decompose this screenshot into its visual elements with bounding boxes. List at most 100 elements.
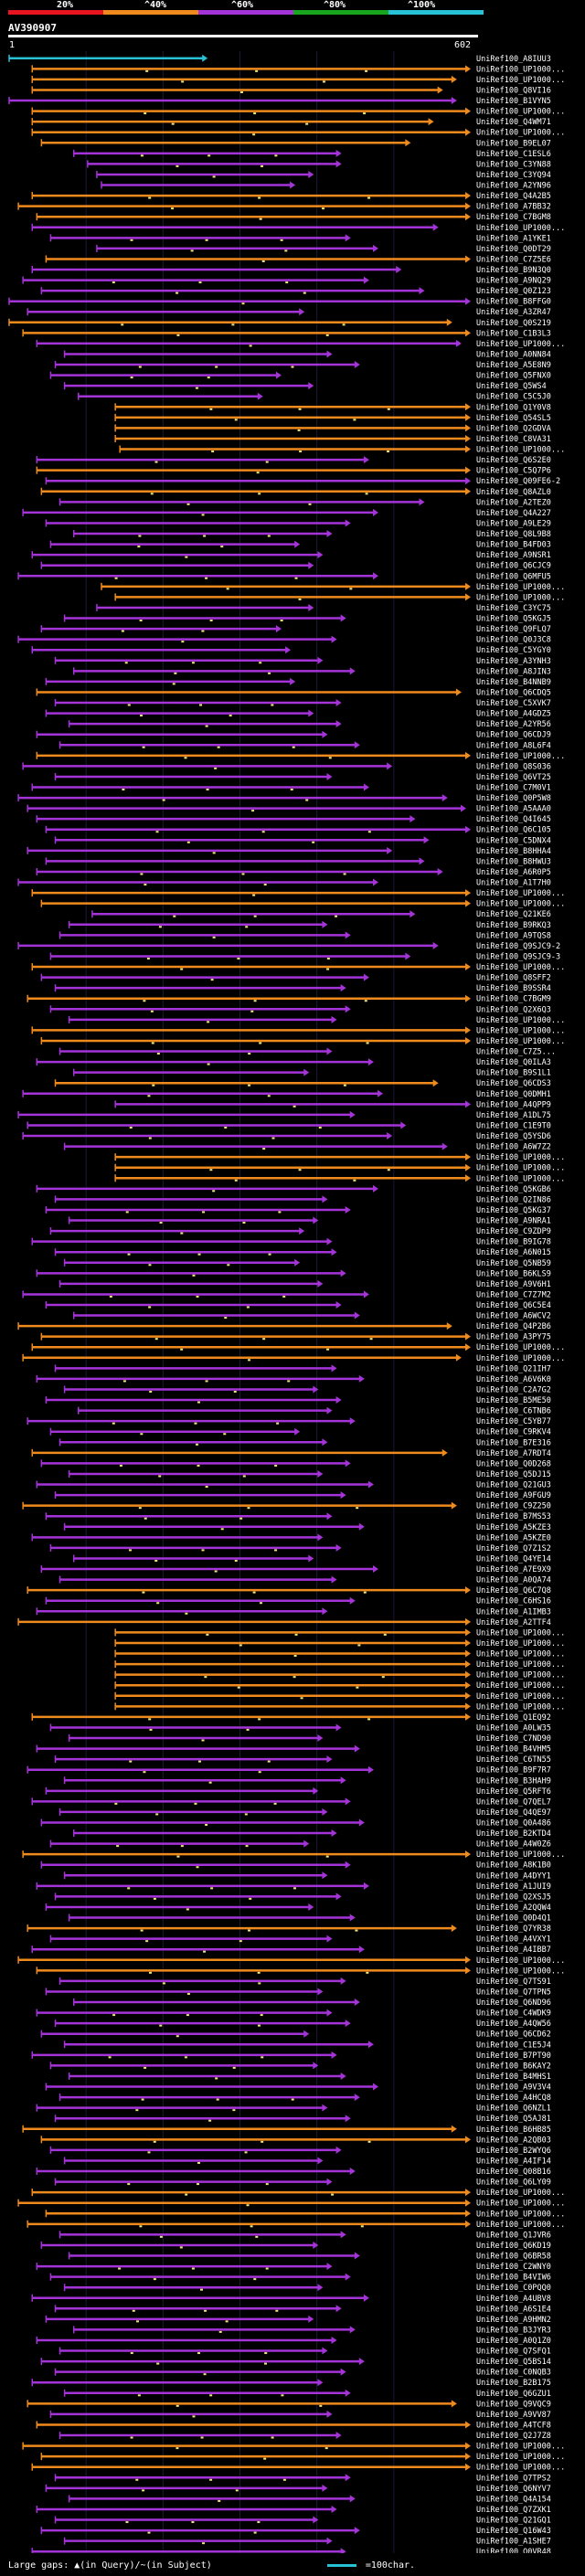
gap-marker — [140, 715, 144, 717]
hit-end-arrow — [465, 1332, 471, 1341]
gap-marker — [293, 1655, 297, 1658]
gap-marker — [116, 1845, 120, 1848]
hit-end-arrow — [363, 1882, 369, 1890]
hit-label: UniRef100_B6KAY2 — [476, 2062, 551, 2071]
hit-end-arrow — [322, 1871, 328, 1880]
gap-marker — [198, 1760, 201, 1763]
gap-marker — [224, 1317, 228, 1320]
hit-label: UniRef100_A6W7Z2 — [476, 1143, 551, 1152]
hit-label: UniRef100_Q9SJC9-2 — [476, 942, 560, 951]
gap-marker — [128, 1549, 132, 1552]
gap-marker — [185, 2193, 188, 2196]
gap-marker — [155, 831, 159, 833]
gap-marker — [259, 662, 262, 664]
hit-label: UniRef100_A9NQ29 — [476, 277, 551, 286]
hit-end-arrow — [465, 1163, 471, 1171]
gap-marker — [142, 2489, 145, 2492]
gap-marker — [173, 915, 176, 917]
gap-marker — [137, 546, 141, 548]
gap-marker — [387, 451, 390, 453]
hit-end-arrow — [465, 1670, 471, 1679]
gap-marker — [176, 2035, 179, 2038]
hit-end-arrow — [335, 699, 342, 707]
hit-label: UniRef100_C5XVK7 — [476, 699, 551, 708]
hit-label: UniRef100_Q5WS4 — [476, 382, 547, 391]
gap-marker — [149, 1390, 153, 1393]
gap-marker — [298, 1169, 302, 1171]
hit-end-arrow — [465, 2442, 471, 2450]
hit-label: UniRef100_B7E316 — [476, 1438, 551, 1447]
gap-marker — [130, 2352, 133, 2355]
hit-label: UniRef100_Q0P5W8 — [476, 794, 551, 803]
gap-marker — [139, 620, 143, 622]
gap-marker — [207, 376, 210, 379]
gap-marker — [292, 746, 295, 748]
hit-end-arrow — [465, 2210, 471, 2218]
hit-label: UniRef100_Q6VT25 — [476, 773, 551, 782]
hit-end-arrow — [405, 139, 411, 147]
hit-end-arrow — [432, 223, 439, 231]
hit-end-arrow — [387, 846, 393, 854]
gap-marker — [325, 1855, 329, 1858]
hit-end-arrow — [358, 2358, 365, 2366]
hit-label: UniRef100_UP1000... — [476, 1671, 565, 1680]
gap-marker — [383, 1633, 387, 1636]
hit-label: UniRef100_Q6ND96 — [476, 1998, 551, 2008]
gap-marker — [109, 1295, 112, 1298]
gap-marker — [252, 133, 256, 136]
gap-marker — [265, 2267, 269, 2270]
gap-marker — [186, 1908, 189, 1911]
hit-end-arrow — [322, 1195, 328, 1203]
hit-label: UniRef100_C7Z5... — [476, 1048, 556, 1057]
hit-label: UniRef100_B3HAH9 — [476, 1776, 551, 1786]
hit-label: UniRef100_C7Z7M2 — [476, 1290, 551, 1299]
hit-end-arrow — [331, 1015, 337, 1023]
hit-end-arrow — [317, 1734, 324, 1743]
hit-label: UniRef100_A2TEZ0 — [476, 498, 551, 507]
gap-marker — [232, 2109, 236, 2112]
hit-end-arrow — [400, 1121, 407, 1129]
hit-end-arrow — [299, 308, 305, 316]
hit-end-arrow — [465, 487, 471, 495]
hit-label: UniRef100_C5YB77 — [476, 1417, 551, 1426]
gap-marker — [125, 1211, 129, 1214]
hit-end-arrow — [465, 963, 471, 971]
hit-label: UniRef100_Q21IH7 — [476, 1364, 551, 1373]
gap-marker — [326, 968, 330, 970]
hit-end-arrow — [290, 181, 296, 189]
hit-label: UniRef100_Q54SL5 — [476, 414, 551, 423]
hit-end-arrow — [317, 2157, 324, 2165]
gap-marker — [280, 239, 283, 241]
gap-marker — [366, 1042, 369, 1044]
hit-label: UniRef100_A4VXY1 — [476, 1935, 551, 1945]
hit-label: UniRef100_B1VYN5 — [476, 97, 551, 106]
gap-marker — [349, 588, 353, 590]
hit-end-arrow — [432, 941, 439, 949]
hit-label: UniRef100_B9F7R7 — [476, 1766, 551, 1776]
hit-end-arrow — [303, 1068, 310, 1076]
gap-marker — [225, 2320, 229, 2323]
gap-marker — [261, 2140, 264, 2143]
hit-end-arrow — [465, 1649, 471, 1658]
gap-marker — [255, 2235, 259, 2238]
hit-label: UniRef100_Q0D4Q1 — [476, 1914, 551, 1924]
hit-label: UniRef100_UP1000... — [476, 1681, 565, 1691]
gap-marker — [156, 1602, 160, 1605]
hit-end-arrow — [349, 1110, 356, 1118]
hit-label: UniRef100_Q7TPS2 — [476, 2474, 551, 2483]
gap-marker — [155, 1813, 159, 1816]
hit-label: UniRef100_B9N3Q0 — [476, 266, 551, 275]
hit-end-arrow — [354, 1744, 360, 1753]
hit-label: UniRef100_UP1000... — [476, 65, 565, 74]
hit-end-arrow — [410, 910, 416, 918]
gap-marker — [265, 461, 269, 463]
hit-label: UniRef100_UP1000... — [476, 1850, 565, 1860]
hit-end-arrow — [349, 1417, 356, 1426]
gap-marker — [191, 662, 195, 664]
hit-label: UniRef100_Q0J3C8 — [476, 636, 551, 645]
hit-end-arrow — [465, 2136, 471, 2144]
hit-end-arrow — [303, 2030, 310, 2038]
gap-marker — [261, 831, 265, 833]
gap-marker — [215, 366, 218, 368]
hit-end-arrow — [317, 2379, 324, 2387]
